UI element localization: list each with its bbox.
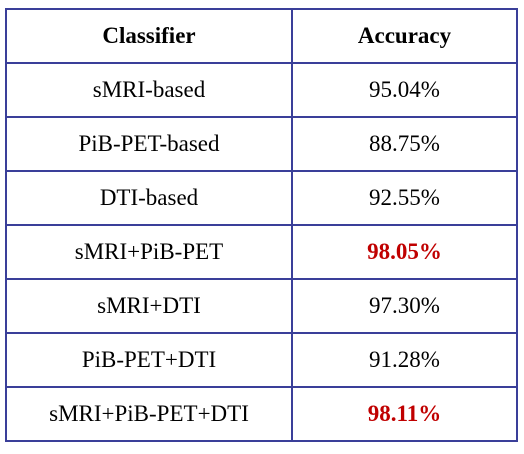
header-classifier: Classifier	[5, 8, 293, 64]
table-row: DTI-based 92.55%	[5, 170, 518, 226]
results-table: Classifier Accuracy sMRI-based 95.04% Pi…	[5, 8, 518, 442]
accuracy-cell: 88.75%	[291, 116, 518, 172]
header-row: Classifier Accuracy	[5, 8, 518, 64]
classifier-cell: DTI-based	[5, 170, 293, 226]
classifier-cell: PiB-PET-based	[5, 116, 293, 172]
accuracy-cell-highlight: 98.05%	[291, 224, 518, 280]
classifier-cell: PiB-PET+DTI	[5, 332, 293, 388]
table-row: PiB-PET+DTI 91.28%	[5, 332, 518, 388]
table-row: sMRI+PiB-PET+DTI 98.11%	[5, 386, 518, 442]
classifier-cell: sMRI+PiB-PET	[5, 224, 293, 280]
table-row: sMRI+DTI 97.30%	[5, 278, 518, 334]
table-row: PiB-PET-based 88.75%	[5, 116, 518, 172]
accuracy-cell: 97.30%	[291, 278, 518, 334]
table-row: sMRI+PiB-PET 98.05%	[5, 224, 518, 280]
table-row: sMRI-based 95.04%	[5, 62, 518, 118]
accuracy-cell: 91.28%	[291, 332, 518, 388]
accuracy-cell-highlight: 98.11%	[291, 386, 518, 442]
classifier-cell: sMRI+DTI	[5, 278, 293, 334]
classifier-cell: sMRI+PiB-PET+DTI	[5, 386, 293, 442]
accuracy-cell: 95.04%	[291, 62, 518, 118]
classifier-cell: sMRI-based	[5, 62, 293, 118]
header-accuracy: Accuracy	[291, 8, 518, 64]
accuracy-cell: 92.55%	[291, 170, 518, 226]
